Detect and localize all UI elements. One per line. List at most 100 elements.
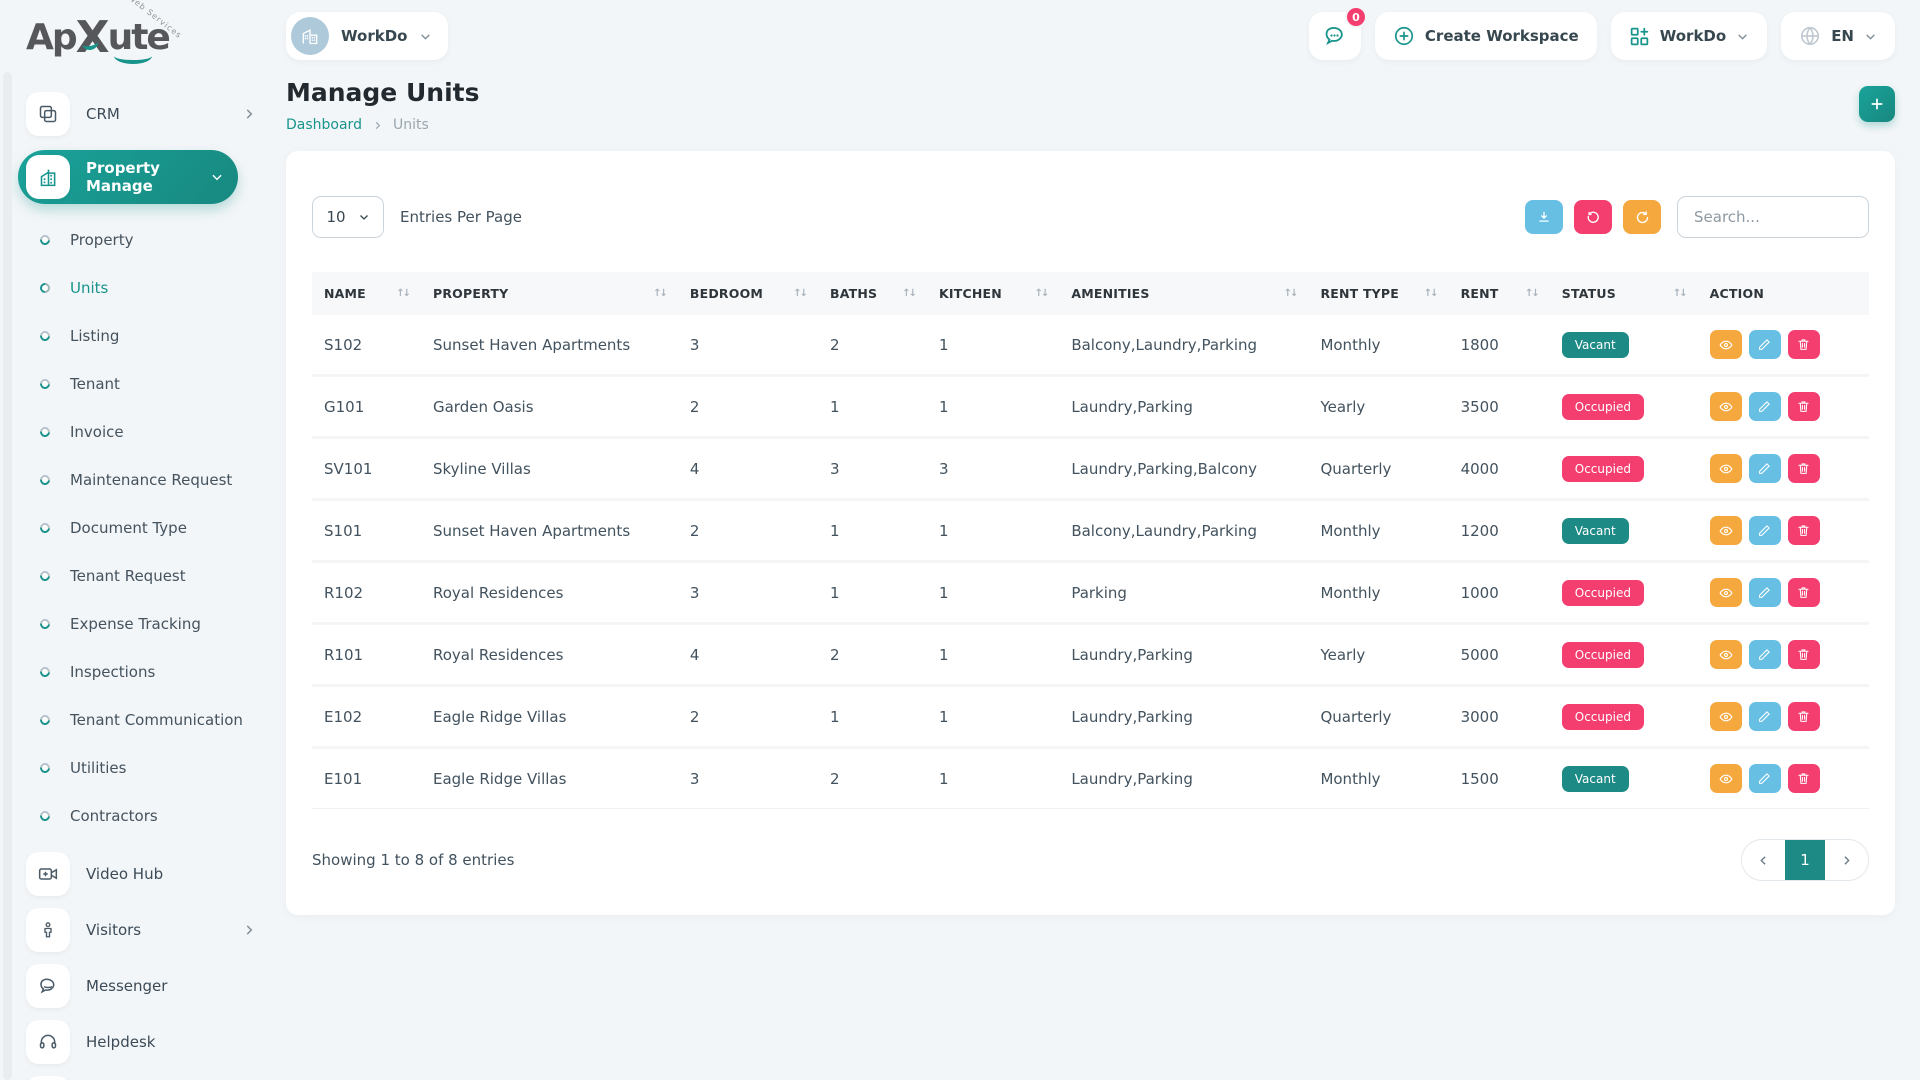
sort-icon[interactable]: ↑↓ [793, 288, 808, 299]
sidebar-subitem-tenant-request[interactable]: Tenant Request [26, 552, 256, 600]
sort-icon[interactable]: ↑↓ [653, 288, 668, 299]
subitem-label: Tenant Request [70, 567, 186, 585]
topbar: WorkDo 0 Create Workspace WorkDo [286, 0, 1895, 64]
sidebar-subitem-invoice[interactable]: Invoice [26, 408, 256, 456]
sort-icon[interactable]: ↑↓ [902, 288, 917, 299]
edit-button[interactable] [1748, 392, 1781, 421]
delete-button[interactable] [1787, 330, 1820, 359]
sort-icon[interactable]: ↑↓ [1672, 288, 1688, 299]
subitem-label: Invoice [70, 423, 124, 441]
chevron-down-icon [1864, 30, 1877, 43]
add-unit-button[interactable] [1859, 86, 1895, 122]
cell-action [1697, 623, 1869, 687]
delete-button[interactable] [1787, 640, 1820, 669]
sidebar-scrollbar[interactable] [3, 72, 12, 1080]
cell-property: Garden Oasis [420, 375, 678, 439]
sidebar-item-messenger[interactable]: Messenger [26, 964, 256, 1008]
previous-page-button[interactable] [1742, 840, 1785, 880]
chevron-down-icon [419, 30, 432, 43]
edit-button[interactable] [1748, 516, 1781, 545]
view-button[interactable] [1709, 764, 1742, 793]
sidebar-subitem-tenant-communication[interactable]: Tenant Communication [26, 696, 256, 744]
brand-logo[interactable]: Ap X ute Web Services [26, 0, 256, 72]
search-input[interactable] [1677, 196, 1869, 238]
entries-per-page-select[interactable]: 10 [312, 196, 384, 238]
cell-rent-type: Monthly [1308, 499, 1449, 563]
status-badge: Occupied [1561, 579, 1644, 606]
delete-button[interactable] [1787, 578, 1820, 607]
sidebar-item-label: Messenger [86, 977, 168, 995]
table-controls: 10 Entries Per Page [312, 196, 1869, 238]
sidebar-item-label: CRM [86, 105, 120, 123]
language-selector[interactable]: EN [1781, 12, 1895, 60]
sidebar-subitem-document-type[interactable]: Document Type [26, 504, 256, 552]
breadcrumb: Dashboard Units [286, 117, 479, 133]
bullet-icon [37, 568, 53, 584]
view-button[interactable] [1709, 578, 1742, 607]
sidebar-subitem-utilities[interactable]: Utilities [26, 744, 256, 792]
delete-button[interactable] [1787, 516, 1820, 545]
sidebar-subitem-units[interactable]: Units [26, 264, 256, 312]
sidebar-item-helpdesk[interactable]: Helpdesk [26, 1020, 256, 1064]
edit-button[interactable] [1748, 454, 1781, 483]
create-workspace-button[interactable]: Create Workspace [1374, 12, 1597, 60]
sidebar-item-video-hub[interactable]: Video Hub [26, 852, 256, 896]
cell-amenities: Laundry,Parking,Balcony [1059, 437, 1309, 501]
chat-button[interactable]: 0 [1308, 6, 1367, 60]
sidebar: Ap X ute Web Services CRM Property Manag… [0, 0, 256, 1080]
sidebar-subitem-expense-tracking[interactable]: Expense Tracking [26, 600, 256, 648]
edit-button[interactable] [1748, 702, 1781, 731]
sidebar-item-settings[interactable]: Settings [26, 1076, 256, 1080]
column-header-status: STATUS ↑↓ [1561, 286, 1688, 301]
sort-icon[interactable]: ↑↓ [1283, 288, 1299, 299]
sidebar-item-crm[interactable]: CRM [26, 92, 256, 136]
delete-button[interactable] [1787, 764, 1820, 793]
sidebar-subitem-tenant[interactable]: Tenant [26, 360, 256, 408]
edit-button[interactable] [1748, 578, 1781, 607]
sort-icon[interactable]: ↑↓ [1034, 288, 1050, 299]
sidebar-subitem-inspections[interactable]: Inspections [26, 648, 256, 696]
table-row: S101 Sunset Haven Apartments 2 1 1 Balcony,La… [312, 499, 1869, 563]
workspace-menu-button[interactable]: WorkDo [1610, 12, 1768, 60]
sort-icon[interactable]: ↑↓ [1423, 288, 1439, 299]
edit-button[interactable] [1748, 640, 1781, 669]
workspace-selector[interactable]: WorkDo [286, 12, 449, 60]
cell-status: Vacant [1549, 747, 1698, 809]
sidebar-subitem-contractors[interactable]: Contractors [26, 792, 256, 840]
sort-icon[interactable]: ↑↓ [1525, 288, 1540, 299]
sidebar-subitem-maintenance-request[interactable]: Maintenance Request [26, 456, 256, 504]
delete-button[interactable] [1787, 454, 1820, 483]
refresh-button[interactable] [1623, 200, 1661, 234]
sidebar-subitem-listing[interactable]: Listing [26, 312, 256, 360]
bullet-icon [37, 712, 53, 728]
sort-icon[interactable]: ↑↓ [396, 288, 411, 299]
delete-button[interactable] [1787, 392, 1820, 421]
breadcrumb-dashboard-link[interactable]: Dashboard [286, 117, 362, 133]
cell-rent-type: Yearly [1308, 375, 1449, 439]
bullet-icon [37, 280, 53, 296]
next-page-button[interactable] [1825, 840, 1868, 880]
column-header-action: ACTION [1709, 286, 1764, 301]
view-button[interactable] [1709, 392, 1742, 421]
edit-button[interactable] [1748, 764, 1781, 793]
export-button[interactable] [1525, 200, 1563, 234]
sidebar-item-property-manage[interactable]: Property Manage [18, 150, 238, 204]
view-button[interactable] [1709, 640, 1742, 669]
page-number[interactable]: 1 [1785, 840, 1825, 880]
chevron-right-icon [242, 107, 256, 121]
cell-bedroom: 4 [677, 437, 818, 501]
pencil-icon [1759, 339, 1771, 350]
trash-icon [1798, 401, 1809, 412]
view-button[interactable] [1709, 330, 1742, 359]
view-button[interactable] [1709, 516, 1742, 545]
view-button[interactable] [1709, 454, 1742, 483]
sidebar-subitem-property[interactable]: Property [26, 216, 256, 264]
edit-button[interactable] [1748, 330, 1781, 359]
view-button[interactable] [1709, 702, 1742, 731]
cell-amenities: Parking [1059, 561, 1309, 625]
cell-rent: 1000 [1448, 561, 1550, 625]
delete-button[interactable] [1787, 702, 1820, 731]
sidebar-item-visitors[interactable]: Visitors [26, 908, 256, 952]
reset-button[interactable] [1574, 200, 1612, 234]
status-badge: Occupied [1561, 393, 1644, 420]
